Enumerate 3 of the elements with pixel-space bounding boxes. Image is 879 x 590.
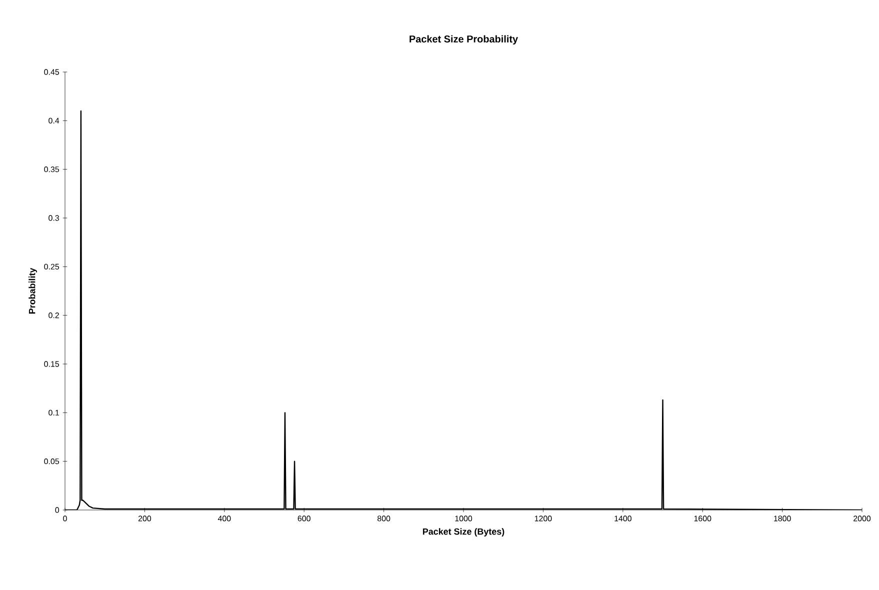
chart-title: Packet Size Probability xyxy=(410,35,518,44)
y-axis-title: Probability xyxy=(28,268,37,314)
x-axis-title: Packet Size (Bytes) xyxy=(422,528,504,536)
